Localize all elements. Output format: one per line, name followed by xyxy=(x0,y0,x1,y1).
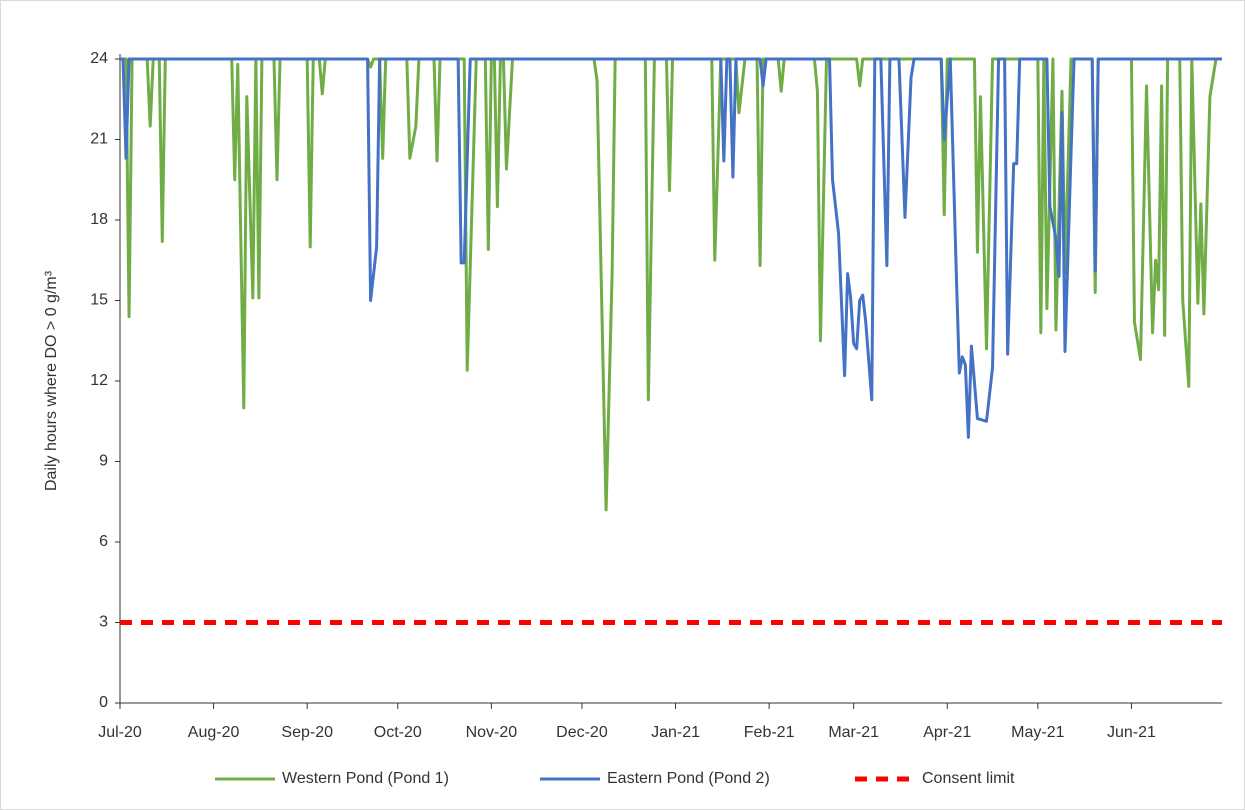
legend-label: Consent limit xyxy=(922,770,1015,787)
x-tick-label: Jun-21 xyxy=(1107,724,1156,741)
y-tick-label: 9 xyxy=(99,453,108,470)
x-tick-label: Sep-20 xyxy=(281,724,333,741)
y-tick-label: 3 xyxy=(99,614,108,631)
x-tick-label: Dec-20 xyxy=(556,724,608,741)
x-tick-label: Apr-21 xyxy=(923,724,971,741)
x-tick-label: Oct-20 xyxy=(374,724,422,741)
x-tick-label: Feb-21 xyxy=(744,724,795,741)
x-tick-label: Aug-20 xyxy=(188,724,240,741)
legend-label: Western Pond (Pond 1) xyxy=(282,770,449,787)
y-tick-label: 24 xyxy=(90,50,108,67)
y-axis-label: Daily hours where DO > 0 g/m³ xyxy=(43,270,60,491)
x-tick-label: May-21 xyxy=(1011,724,1064,741)
series-line xyxy=(120,57,1222,439)
x-tick-label: Jan-21 xyxy=(651,724,700,741)
x-tick-label: Jul-20 xyxy=(98,724,142,741)
y-tick-label: 15 xyxy=(90,292,108,309)
x-tick-label: Mar-21 xyxy=(828,724,879,741)
legend-label: Eastern Pond (Pond 2) xyxy=(607,770,770,787)
x-tick-label: Nov-20 xyxy=(466,724,518,741)
y-tick-label: 0 xyxy=(99,694,108,711)
y-tick-label: 18 xyxy=(90,211,108,228)
y-tick-label: 12 xyxy=(90,372,108,389)
y-tick-label: 6 xyxy=(99,533,108,550)
y-tick-label: 21 xyxy=(90,131,108,148)
